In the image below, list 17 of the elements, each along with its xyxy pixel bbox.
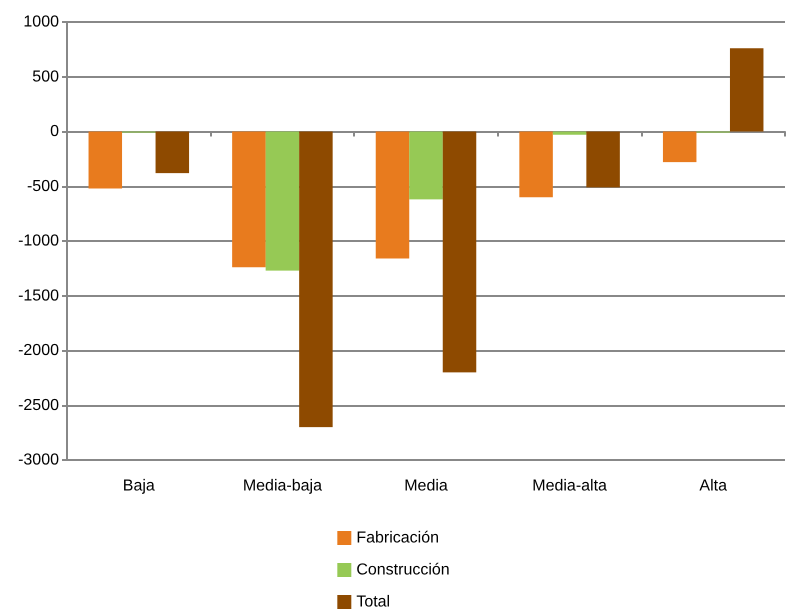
- legend-label: Fabricación: [356, 530, 440, 546]
- y-tick-label: -500: [26, 178, 60, 195]
- y-tick-label: -2500: [18, 396, 60, 414]
- x-tick-label: Alta: [699, 478, 728, 494]
- legend-label: Total: [356, 594, 390, 610]
- y-tick-label: -3000: [18, 452, 60, 468]
- y-tick-label: -1000: [18, 232, 60, 250]
- x-tick-label: Media-baja: [242, 478, 322, 494]
- x-tick-label: Media: [404, 478, 448, 494]
- y-tick-label: -2000: [18, 342, 60, 359]
- y-tick-label: 1000: [23, 14, 60, 30]
- x-tick-label: Media-alta: [532, 478, 608, 494]
- y-tick-label: 500: [32, 68, 60, 86]
- legend-label: Construcción: [356, 562, 450, 578]
- x-tick-label: Baja: [122, 478, 155, 494]
- y-tick-label: 0: [50, 123, 60, 140]
- y-tick-label: -1500: [18, 287, 60, 304]
